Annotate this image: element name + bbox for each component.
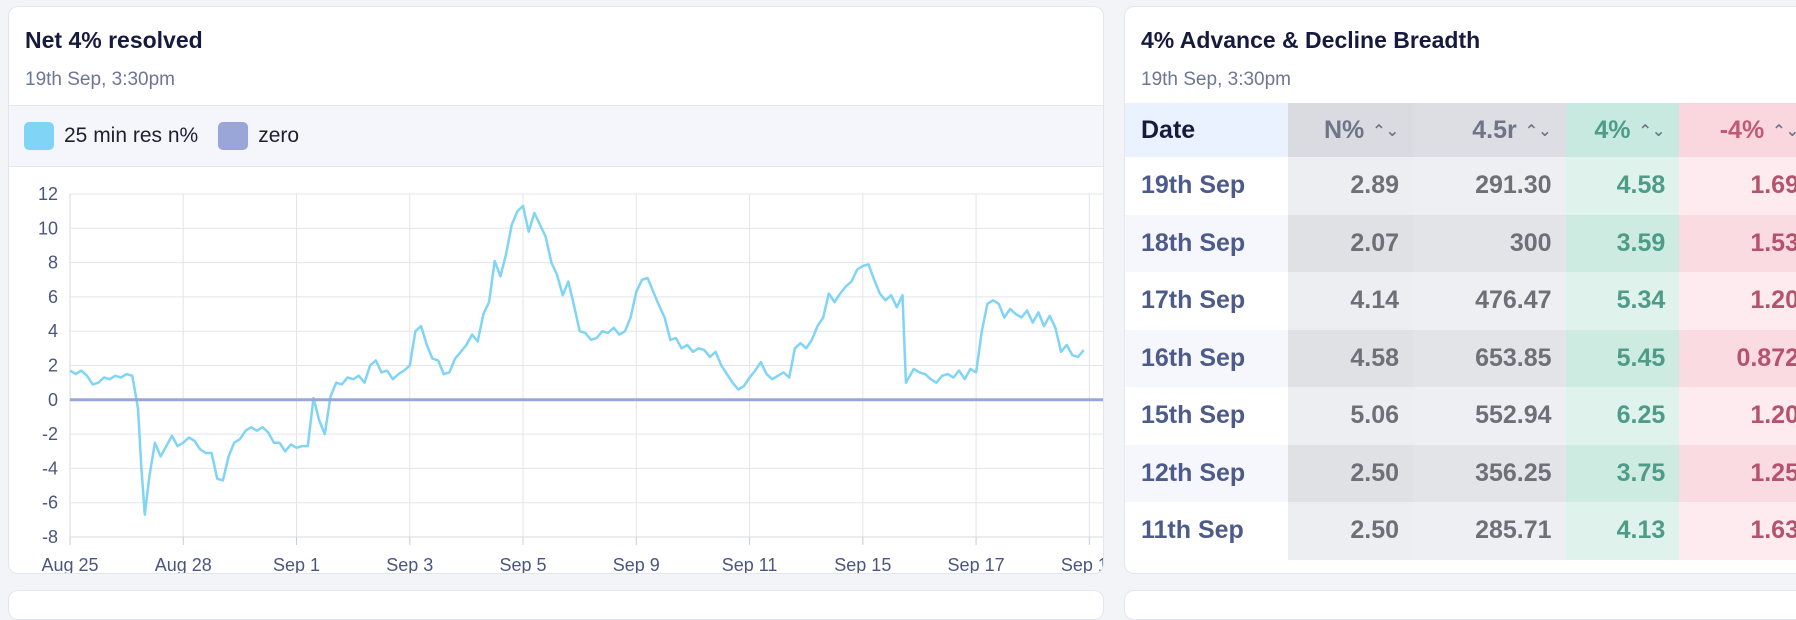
row-ratio: 285.71 — [1413, 502, 1566, 560]
row-n-pct: 2.50 — [1288, 502, 1414, 560]
legend-label-zero: zero — [258, 124, 300, 147]
sort-icon[interactable]: ⌃⌄ — [1524, 122, 1552, 140]
chart-legend: 25 min res n% zero — [9, 105, 1103, 167]
y-tick-label: 2 — [48, 356, 58, 376]
y-tick-label: -4 — [42, 458, 58, 478]
y-tick-label: 8 — [48, 253, 58, 273]
legend-item-zero[interactable]: zero — [218, 122, 299, 150]
y-tick-label: -6 — [42, 493, 58, 513]
x-tick-label: Sep 9 — [613, 555, 660, 574]
y-tick-label: 12 — [38, 184, 58, 204]
row-advance: 3.75 — [1565, 444, 1680, 502]
x-tick-label: Sep 19 — [1061, 555, 1104, 574]
y-tick-label: -8 — [42, 527, 58, 547]
next-chart-panel — [8, 590, 1104, 620]
row-advance: 5.34 — [1565, 272, 1680, 330]
row-decline: 1.69 — [1679, 157, 1796, 215]
legend-swatch-zero — [218, 122, 249, 150]
legend-label-res-n: 25 min res n% — [64, 124, 199, 147]
y-tick-label: 4 — [48, 321, 58, 341]
row-ratio: 291.30 — [1413, 157, 1566, 215]
y-tick-label: 6 — [48, 287, 58, 307]
row-ratio: 653.85 — [1413, 329, 1566, 387]
chart-title: Net 4% resolved — [25, 27, 203, 53]
row-ratio: 356.25 — [1413, 444, 1566, 502]
y-tick-label: -2 — [42, 424, 58, 444]
x-tick-label: Sep 1 — [273, 555, 320, 574]
table-row: 17th Sep 4.14 476.47 5.34 1.20 — [1125, 272, 1796, 330]
row-n-pct: 2.07 — [1288, 214, 1414, 272]
table-header-row: Date N%⌃⌄ 4.5r⌃⌄ 4%⌃⌄ -4%⌃⌄ — [1125, 103, 1796, 157]
sort-icon[interactable]: ⌃⌄ — [1372, 122, 1400, 140]
table-row: 12th Sep 2.50 356.25 3.75 1.25 — [1125, 444, 1796, 502]
row-decline: 0.872 — [1679, 329, 1796, 387]
row-decline: 1.20 — [1679, 387, 1796, 445]
y-tick-label: 10 — [38, 218, 58, 238]
row-date[interactable]: 18th Sep — [1125, 214, 1289, 272]
line-chart[interactable]: 12 10 8 6 4 2 0 -2 -4 -6 -8 Aug 25 Aug 28 Sep 1 Sep 3 S… — [9, 167, 1104, 574]
row-n-pct: 4.14 — [1288, 272, 1414, 330]
table-row: 11th Sep 2.50 285.71 4.13 1.63 — [1125, 502, 1796, 560]
col-header-date[interactable]: Date — [1125, 103, 1289, 157]
legend-item-res-n[interactable]: 25 min res n% — [24, 122, 198, 150]
row-date[interactable]: 19th Sep — [1125, 157, 1289, 215]
y-tick-label: 0 — [48, 390, 58, 410]
x-tick-label: Sep 5 — [500, 555, 547, 574]
row-date[interactable]: 15th Sep — [1125, 387, 1289, 445]
table-timestamp: 19th Sep, 3:30pm — [1141, 69, 1291, 90]
row-n-pct: 4.58 — [1288, 329, 1414, 387]
row-decline: 1.63 — [1679, 502, 1796, 560]
table-row: 15th Sep 5.06 552.94 6.25 1.20 — [1125, 387, 1796, 445]
x-tick-label: Sep 3 — [386, 555, 433, 574]
table-title: 4% Advance & Decline Breadth — [1141, 27, 1481, 53]
row-n-pct: 5.06 — [1288, 387, 1414, 445]
row-ratio: 476.47 — [1413, 272, 1566, 330]
res-n-series-line — [69, 204, 1085, 516]
col-header-n-pct[interactable]: N% ⌃⌄ — [1288, 103, 1414, 157]
x-tick-label: Aug 28 — [155, 555, 212, 574]
col-header-decline[interactable]: -4%⌃⌄ — [1679, 103, 1796, 157]
row-advance: 4.58 — [1565, 157, 1680, 215]
table-row: 16th Sep 4.58 653.85 5.45 0.872 — [1125, 329, 1796, 387]
row-decline: 1.53 — [1679, 214, 1796, 272]
row-decline: 1.20 — [1679, 272, 1796, 330]
legend-swatch-res-n — [24, 122, 54, 150]
row-decline: 1.25 — [1679, 444, 1796, 502]
col-header-advance[interactable]: 4% ⌃⌄ — [1565, 103, 1680, 157]
row-ratio: 552.94 — [1413, 387, 1566, 445]
row-ratio: 300 — [1413, 214, 1566, 272]
table-row: 18th Sep 2.07 300 3.59 1.53 — [1125, 214, 1796, 272]
row-advance: 3.59 — [1565, 214, 1680, 272]
row-advance: 6.25 — [1565, 387, 1680, 445]
row-n-pct: 2.89 — [1288, 157, 1414, 215]
x-tick-label: Aug 25 — [41, 555, 98, 574]
sort-icon[interactable]: ⌃⌄ — [1772, 122, 1796, 140]
x-tick-label: Sep 11 — [722, 555, 778, 574]
row-date[interactable]: 11th Sep — [1125, 502, 1289, 560]
breadth-table: Date N%⌃⌄ 4.5r⌃⌄ 4%⌃⌄ -4%⌃⌄ 19th Sep 2.8… — [1125, 103, 1796, 560]
chart-timestamp: 19th Sep, 3:30pm — [25, 69, 175, 90]
table-row: 19th Sep 2.89 291.30 4.58 1.69 — [1125, 157, 1796, 215]
next-table-panel — [1124, 590, 1796, 620]
row-n-pct: 2.50 — [1288, 444, 1414, 502]
row-advance: 4.13 — [1565, 502, 1680, 560]
row-advance: 5.45 — [1565, 329, 1680, 387]
row-date[interactable]: 17th Sep — [1125, 272, 1289, 330]
x-tick-label: Sep 15 — [834, 555, 891, 574]
sort-icon[interactable]: ⌃⌄ — [1638, 122, 1666, 140]
chart-panel: Net 4% resolved 19th Sep, 3:30pm 25 min … — [8, 6, 1104, 574]
col-header-ratio[interactable]: 4.5r ⌃⌄ — [1413, 103, 1566, 157]
row-date[interactable]: 16th Sep — [1125, 329, 1289, 387]
row-date[interactable]: 12th Sep — [1125, 444, 1289, 502]
breadth-table-panel: 4% Advance & Decline Breadth 19th Sep, 3… — [1124, 6, 1796, 574]
x-tick-label: Sep 17 — [948, 555, 1005, 574]
